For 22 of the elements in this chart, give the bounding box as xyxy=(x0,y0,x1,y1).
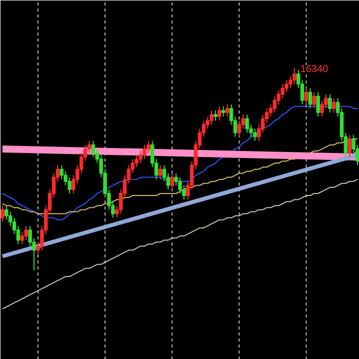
candlestick xyxy=(158,164,162,180)
candlestick xyxy=(292,67,296,85)
candlestick xyxy=(218,106,222,122)
annotation: 16340 xyxy=(300,64,329,75)
candlestick xyxy=(222,106,226,118)
candlestick xyxy=(253,128,257,142)
candlestick xyxy=(210,110,214,126)
candlestick xyxy=(332,98,336,114)
candlestick xyxy=(166,172,170,190)
candlestick xyxy=(316,92,320,118)
candlestick xyxy=(348,134,352,158)
candlestick xyxy=(24,225,28,241)
candlestick xyxy=(0,205,4,222)
candlestick xyxy=(328,94,332,114)
candlestick xyxy=(304,88,308,105)
candlestick xyxy=(225,104,230,118)
candlestick xyxy=(214,110,218,122)
candlestick xyxy=(245,114,249,134)
candlestick xyxy=(142,144,146,160)
candlestick xyxy=(170,172,174,190)
candlestick xyxy=(308,88,312,109)
candlestick xyxy=(312,92,316,109)
